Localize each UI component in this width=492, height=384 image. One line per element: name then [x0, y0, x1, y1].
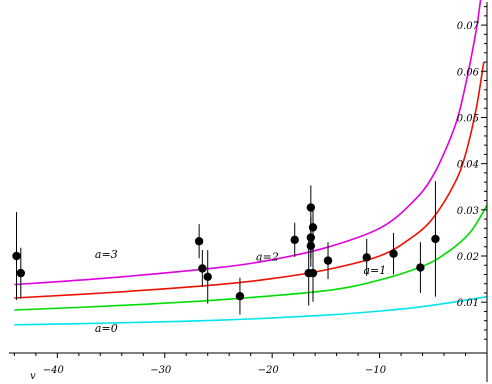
x-tick-label: −30: [150, 365, 172, 376]
labels-layer: v a=0 a=1 a=2 a=3 −40 −30 −20 −10 0.01 0.02 0.03 0.…: [30, 21, 480, 382]
curve-3: [14, 0, 482, 286]
y-tick-label: 0.02: [457, 252, 479, 263]
data-point: [323, 256, 333, 265]
points-layer: [12, 181, 440, 315]
curve-label-2: a=2: [256, 251, 279, 264]
data-point: [431, 234, 440, 244]
curve-2: [14, 61, 485, 299]
x-axis-label: v: [30, 371, 36, 382]
y-tick-label: 0.05: [457, 113, 479, 124]
data-point: [290, 235, 299, 245]
data-point: [308, 223, 318, 232]
curve-label-1: a=1: [363, 264, 386, 277]
axes-layer: [9, 2, 488, 382]
y-tick-label: 0.03: [457, 206, 479, 217]
x-tick-label: −20: [258, 365, 280, 376]
data-point: [306, 241, 316, 251]
data-point: [416, 263, 425, 272]
data-point: [198, 264, 207, 273]
y-tick-label: 0.04: [457, 160, 479, 171]
data-point: [306, 203, 316, 212]
data-point: [235, 291, 245, 301]
x-tick-label: −40: [43, 365, 65, 376]
curve-label-0: a=0: [95, 322, 118, 335]
data-point: [203, 272, 212, 281]
x-tick-label: −10: [365, 365, 387, 376]
data-point: [362, 253, 371, 262]
data-point: [16, 268, 26, 278]
curve-label-3: a=3: [95, 248, 118, 261]
data-point: [194, 237, 204, 246]
data-point: [308, 268, 318, 278]
y-tick-label: 0.01: [457, 298, 479, 309]
curve-0: [14, 295, 488, 326]
curves-layer: [14, 0, 488, 326]
data-point: [389, 249, 398, 258]
data-point: [12, 251, 21, 261]
y-tick-label: 0.07: [457, 21, 480, 32]
curve-1: [14, 204, 488, 311]
y-tick-label: 0.06: [457, 67, 480, 78]
